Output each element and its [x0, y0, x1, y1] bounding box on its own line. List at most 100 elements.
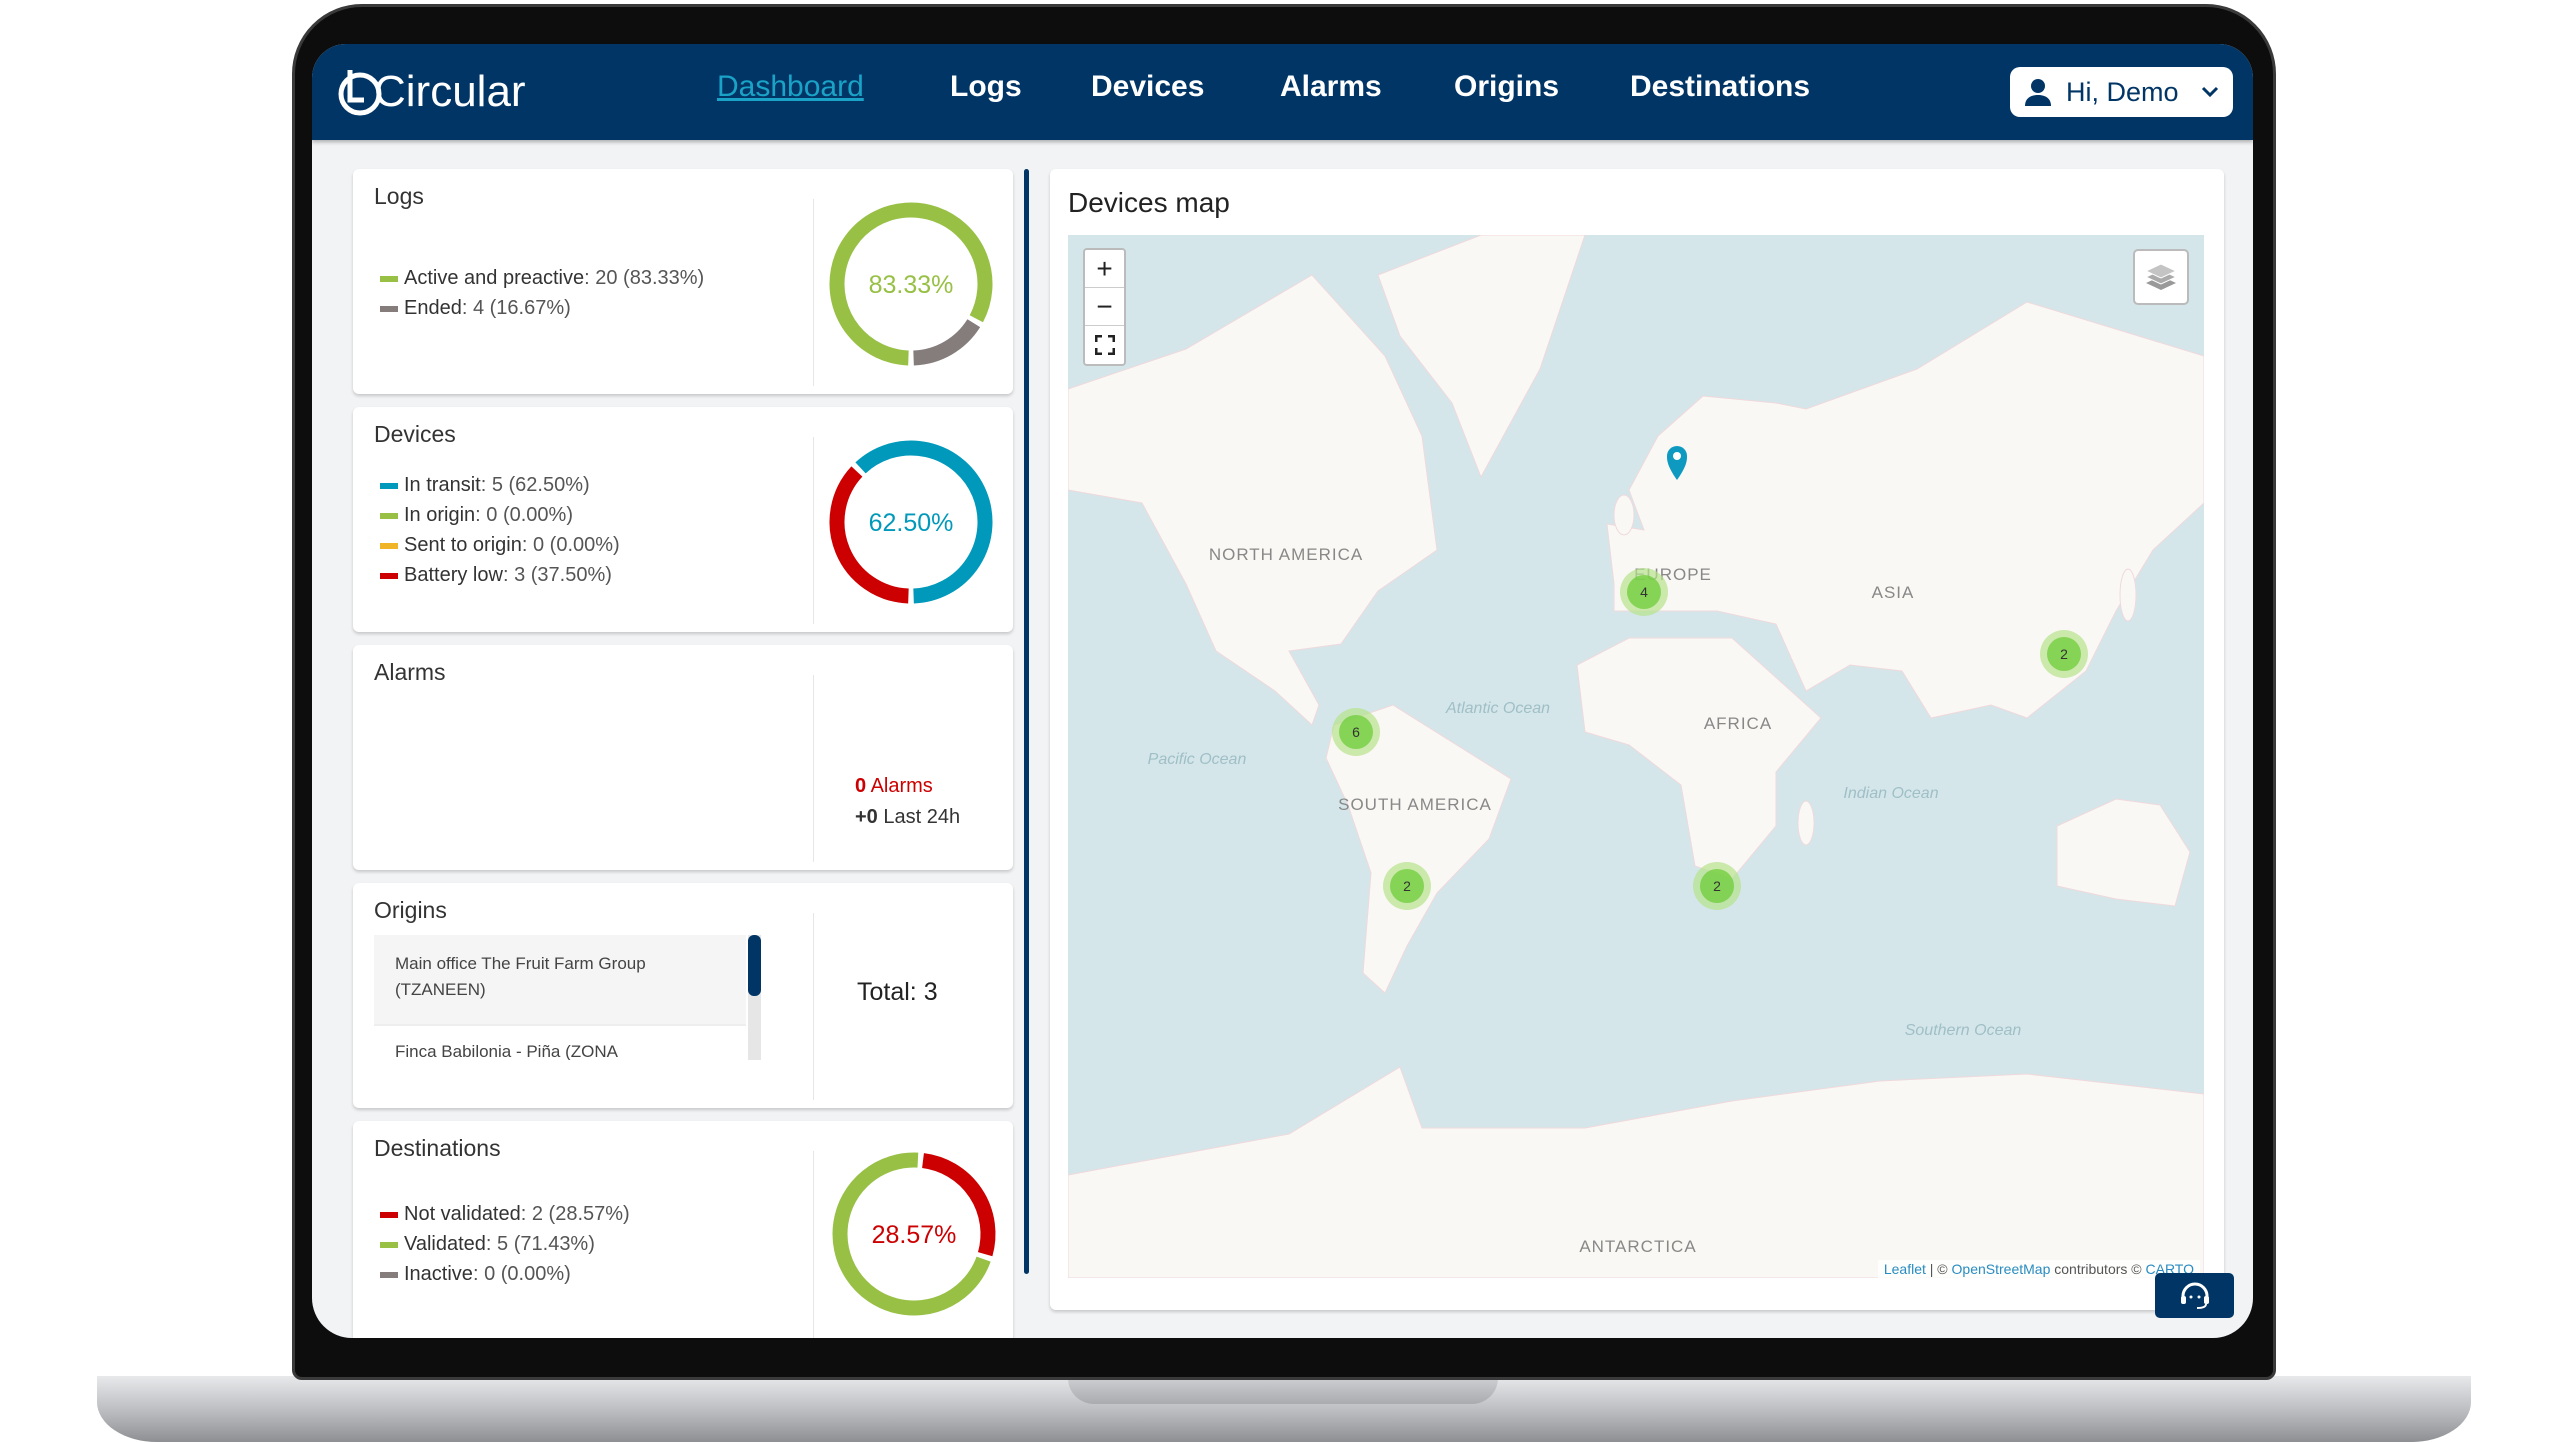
- legend-item: Battery low: 3 (37.50%): [380, 560, 620, 590]
- landmass-japan: [2119, 568, 2137, 622]
- svg-text:6: 6: [1352, 724, 1360, 740]
- zoom-out-button[interactable]: −: [1085, 288, 1124, 326]
- svg-text:4: 4: [1640, 584, 1648, 600]
- layers-button[interactable]: [2133, 249, 2189, 305]
- alarms-title: Alarms: [374, 659, 446, 685]
- legend-item: Validated: 5 (71.43%): [380, 1229, 630, 1259]
- legend-item: Active and preactive: 20 (83.33%): [380, 263, 704, 293]
- alarms-delta-label: Last 24h: [883, 806, 961, 828]
- label-atlantic: Atlantic Ocean: [1445, 700, 1550, 717]
- origins-card[interactable]: Origins Main office The Fruit Farm Group…: [353, 883, 1013, 1108]
- label-southern: Southern Ocean: [1905, 1022, 2022, 1039]
- origins-total: Total: 3: [857, 978, 938, 1006]
- logo[interactable]: Circular: [336, 62, 526, 122]
- leaflet-link[interactable]: Leaflet: [1883, 1261, 1926, 1277]
- divider: [813, 1151, 814, 1338]
- origins-scrollbar[interactable]: [748, 935, 761, 1060]
- logs-legend: Active and preactive: 20 (83.33%) Ended:…: [380, 263, 704, 323]
- map-pin-marker[interactable]: [1667, 446, 1687, 480]
- landmass-greenland: [1377, 235, 1586, 479]
- destinations-card[interactable]: Destinations Not validated: 2 (28.57%) V…: [353, 1121, 1013, 1338]
- landmass-antarctica: [1068, 1066, 2204, 1278]
- devices-card[interactable]: Devices In transit: 5 (62.50%) In origin…: [353, 407, 1013, 632]
- layers-icon: [2144, 263, 2178, 290]
- nav-dashboard[interactable]: Dashboard: [717, 70, 864, 103]
- donut-segment: [855, 440, 993, 604]
- marker-cluster[interactable]: 6: [1332, 708, 1380, 756]
- landmass-north-america: [1068, 274, 1438, 726]
- origin-item[interactable]: Main office The Fruit Farm Group (TZANEE…: [374, 935, 746, 1026]
- legend-item: Inactive: 0 (0.00%): [380, 1259, 630, 1289]
- legend-item: Sent to origin: 0 (0.00%): [380, 530, 620, 560]
- origins-list[interactable]: Main office The Fruit Farm Group (TZANEE…: [374, 935, 748, 1060]
- label-asia: ASIA: [1872, 583, 1915, 602]
- nav-devices[interactable]: Devices: [1091, 70, 1205, 103]
- landmass-eurasia: [1606, 301, 2204, 719]
- osm-link[interactable]: OpenStreetMap: [1951, 1261, 2051, 1277]
- marker-cluster[interactable]: 2: [1693, 862, 1741, 910]
- donut-segment: [829, 466, 909, 604]
- user-icon: [2025, 79, 2051, 106]
- donut-center-label: 83.33%: [869, 271, 954, 299]
- donut-center-label: 28.57%: [872, 1221, 957, 1249]
- zoom-in-button[interactable]: +: [1085, 250, 1124, 288]
- alarms-count-label: Alarms: [870, 775, 933, 797]
- devices-donut-chart: 62.50%: [829, 440, 993, 604]
- alarms-delta: +0: [855, 806, 878, 828]
- label-south-america: SOUTH AMERICA: [1338, 795, 1492, 814]
- map-attribution: Leaflet | © OpenStreetMap contributors ©…: [1877, 1260, 2200, 1278]
- marker-cluster[interactable]: 4: [1620, 568, 1668, 616]
- logo-icon: [338, 70, 382, 116]
- nav-destinations[interactable]: Destinations: [1630, 70, 1811, 103]
- landmass-africa: [1576, 637, 1822, 880]
- devices-title: Devices: [374, 421, 456, 447]
- label-north-america: NORTH AMERICA: [1209, 545, 1363, 564]
- logs-card[interactable]: Logs Active and preactive: 20 (83.33%) E…: [353, 169, 1013, 394]
- donut-segment: [921, 1153, 996, 1257]
- fullscreen-icon: [1094, 335, 1115, 355]
- devices-map[interactable]: NORTH AMERICA EUROPE ASIA AFRICA SOUTH A…: [1068, 235, 2204, 1278]
- nav-logs[interactable]: Logs: [950, 70, 1022, 103]
- landmass-uk: [1613, 494, 1635, 536]
- svg-text:2: 2: [1713, 878, 1721, 894]
- scrollbar-thumb[interactable]: [748, 935, 761, 996]
- laptop-notch: [1068, 1376, 1498, 1404]
- landmass-madagascar: [1797, 800, 1815, 846]
- legend-item: In origin: 0 (0.00%): [380, 500, 620, 530]
- screen: Circular Dashboard Logs Devices Alarms O…: [312, 44, 2253, 1338]
- label-indian: Indian Ocean: [1843, 785, 1938, 802]
- headset-icon: [2180, 1282, 2209, 1309]
- zoom-control: + −: [1083, 248, 1126, 366]
- destinations-donut-chart: 28.57%: [832, 1152, 996, 1316]
- marker-cluster[interactable]: 2: [2040, 630, 2088, 678]
- marker-cluster[interactable]: 2: [1383, 862, 1431, 910]
- divider: [813, 913, 814, 1100]
- navbar: Circular Dashboard Logs Devices Alarms O…: [312, 44, 2253, 140]
- legend-item: In transit: 5 (62.50%): [380, 470, 620, 500]
- devices-map-card: Devices map NORTH AMERICA EUROP: [1050, 169, 2224, 1310]
- user-greeting: Hi, Demo: [2066, 76, 2179, 107]
- world-map: NORTH AMERICA EUROPE ASIA AFRICA SOUTH A…: [1068, 235, 2204, 1278]
- donut-segment: [913, 319, 981, 366]
- origin-item[interactable]: Finca Babilonia - Piña (ZONA: [395, 1042, 618, 1060]
- donut-segment: [829, 202, 993, 366]
- devices-legend: In transit: 5 (62.50%) In origin: 0 (0.0…: [380, 470, 620, 590]
- fullscreen-button[interactable]: [1085, 326, 1124, 364]
- logs-donut-chart: 83.33%: [829, 202, 993, 366]
- nav-alarms[interactable]: Alarms: [1280, 70, 1382, 103]
- label-pacific: Pacific Ocean: [1148, 751, 1247, 768]
- svg-text:2: 2: [1403, 878, 1411, 894]
- logs-title: Logs: [374, 183, 424, 209]
- nav-origins[interactable]: Origins: [1454, 70, 1560, 103]
- origins-title: Origins: [374, 897, 447, 923]
- page-scrollbar[interactable]: [1024, 169, 1029, 1274]
- svg-text:2: 2: [2060, 646, 2068, 662]
- user-menu-button[interactable]: Hi, Demo: [2010, 67, 2233, 117]
- alarms-card[interactable]: Alarms 0 Alarms +0 Last 24h: [353, 645, 1013, 870]
- support-button[interactable]: [2155, 1273, 2234, 1318]
- landmass-australia: [2056, 798, 2191, 907]
- legend-item: Ended: 4 (16.67%): [380, 293, 704, 323]
- divider: [813, 437, 814, 624]
- legend-item: Not validated: 2 (28.57%): [380, 1199, 630, 1229]
- divider: [813, 675, 814, 862]
